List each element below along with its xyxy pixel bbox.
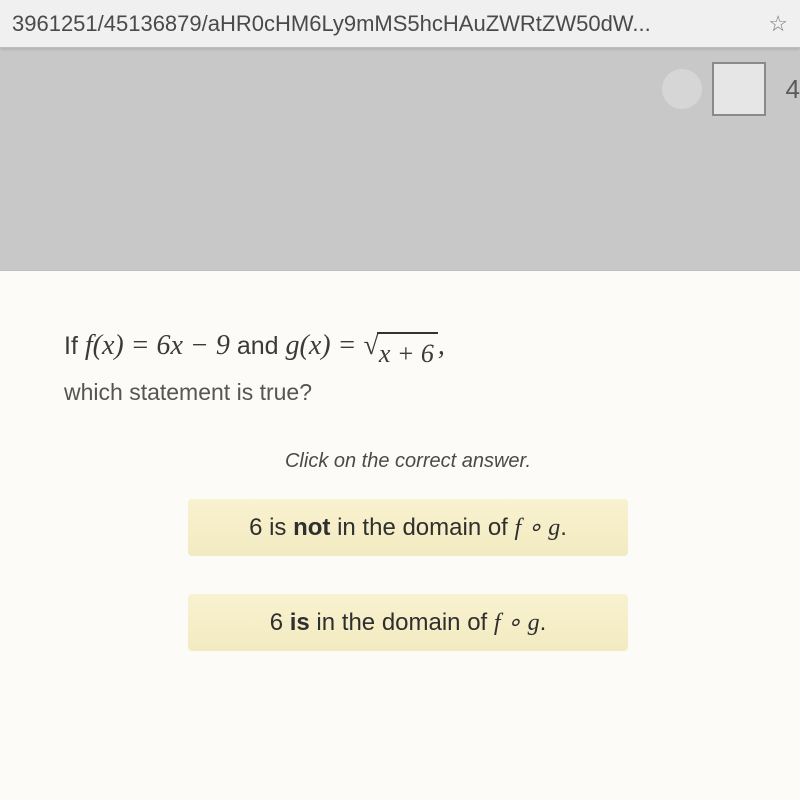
question-panel: If f(x) = 6x − 9 and g(x) = √ x + 6 , wh… — [0, 270, 800, 800]
toolbar: 4 — [0, 48, 800, 116]
nav-back-icon[interactable] — [662, 69, 702, 109]
url-text: 3961251/45136879/aHR0cHM6Ly9mMS5hcHAuZWR… — [12, 11, 756, 37]
page-counter: 4 — [786, 74, 800, 105]
answer-post: in the domain of — [330, 514, 514, 541]
answer-option[interactable]: 6 is not in the domain of f ∘ g. — [188, 499, 628, 556]
answer-option[interactable]: 6 is in the domain of f ∘ g. — [188, 594, 628, 651]
answer-list: 6 is not in the domain of f ∘ g. 6 is in… — [64, 499, 752, 651]
thumbnail-box[interactable] — [712, 62, 766, 116]
q-prefix: If — [64, 332, 85, 360]
question-line2: which statement is true? — [64, 379, 752, 406]
answer-bold: is — [290, 609, 310, 636]
browser-url-bar[interactable]: 3961251/45136879/aHR0cHM6Ly9mMS5hcHAuZWR… — [0, 0, 800, 48]
answer-expr: f ∘ g — [494, 610, 540, 636]
gx-lhs: g(x) — [286, 330, 331, 361]
answer-pre: 6 is — [249, 514, 293, 541]
gx-eq-prefix: = — [338, 330, 364, 361]
question-text: If f(x) = 6x − 9 and g(x) = √ x + 6 , — [64, 325, 752, 373]
sqrt-expression: √ x + 6 — [363, 332, 437, 373]
fx-eq: = 6x − 9 — [131, 330, 230, 361]
instruction-text: Click on the correct answer. — [64, 450, 752, 473]
answer-tail: . — [540, 609, 547, 636]
answer-pre: 6 — [270, 609, 290, 636]
bookmark-star-icon[interactable]: ☆ — [768, 11, 788, 37]
q-and: and — [237, 332, 286, 360]
under-root: x + 6 — [377, 332, 438, 373]
answer-tail: . — [560, 514, 567, 541]
answer-post: in the domain of — [310, 609, 494, 636]
fx-lhs: f(x) — [85, 330, 124, 361]
answer-expr: f ∘ g — [515, 515, 561, 541]
q-suffix: , — [438, 330, 445, 361]
answer-bold: not — [293, 514, 330, 541]
